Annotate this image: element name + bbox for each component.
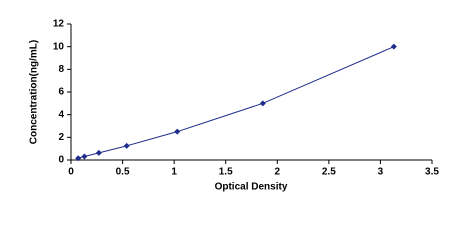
point — [95, 149, 102, 156]
x-axis-label: Optical Density — [215, 182, 288, 193]
point — [123, 142, 130, 149]
point — [390, 43, 397, 50]
x-tick-label: 2.5 — [322, 167, 336, 178]
x-tick-label: 3 — [378, 167, 384, 178]
y-axis-label: Concentration(ng/mL) — [29, 40, 40, 144]
y-tick-label: 12 — [53, 19, 65, 30]
y-tick-label: 10 — [53, 41, 65, 52]
point — [259, 100, 266, 107]
x-tick-label: 0 — [68, 167, 74, 178]
y-tick-label: 8 — [58, 64, 64, 75]
x-tick-label: 1 — [171, 167, 177, 178]
point — [174, 128, 181, 135]
y-tick-label: 4 — [58, 109, 64, 120]
y-tick-label: 6 — [58, 87, 64, 98]
point — [81, 153, 88, 160]
point — [75, 155, 82, 162]
x-tick-label: 2 — [275, 167, 281, 178]
chart: Optical Density Concentration(ng/mL) 0 2 4… — [29, 19, 440, 193]
x-tick-label: 3.5 — [425, 167, 439, 178]
x-tick-label: 1.5 — [219, 167, 233, 178]
y-tick-label: 2 — [58, 132, 64, 143]
x-tick-label: 0.5 — [116, 167, 130, 178]
curve — [78, 46, 395, 159]
y-tick-label: 0 — [58, 155, 64, 166]
